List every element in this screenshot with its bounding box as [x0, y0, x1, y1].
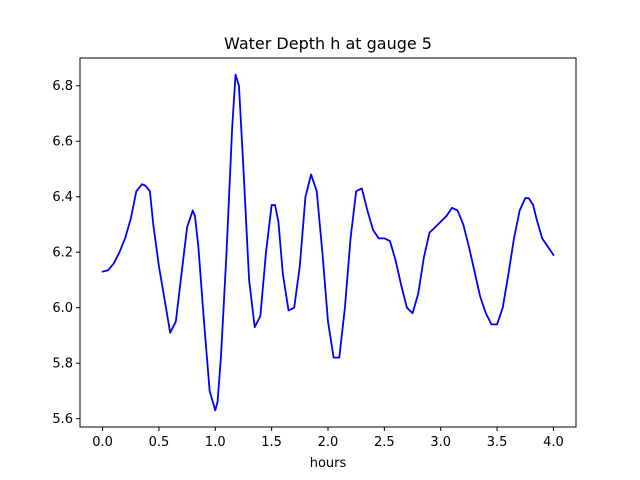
x-tick-label: 1.5 — [261, 435, 282, 450]
y-tick-label: 5.6 — [52, 412, 73, 427]
y-tick-label: 6.6 — [52, 135, 73, 150]
chart-title: Water Depth h at gauge 5 — [224, 34, 432, 53]
series-line-0 — [101, 73, 555, 412]
x-tick-label: 4.0 — [543, 435, 564, 450]
y-tick-label: 6.2 — [52, 246, 73, 261]
x-axis-label: hours — [310, 456, 347, 471]
plot-area: 0.0 0.5 1.0 1.5 2.0 2.5 3.0 3.5 4.0 5.6 5.8 6.0 6.2 6… — [52, 57, 577, 450]
x-tick-label: 2.0 — [318, 435, 339, 450]
y-tick-label: 6.0 — [52, 301, 73, 316]
x-tick-label: 0.0 — [92, 435, 113, 450]
x-tick-label: 3.0 — [430, 435, 451, 450]
y-tick-label: 6.8 — [52, 79, 73, 94]
y-tick-label: 5.8 — [52, 357, 73, 372]
x-tick-label: 0.5 — [149, 435, 170, 450]
x-tick-label: 1.0 — [205, 435, 226, 450]
x-tick-label: 3.5 — [487, 435, 508, 450]
y-tick-label: 6.4 — [52, 190, 73, 205]
x-tick-label: 2.5 — [374, 435, 395, 450]
